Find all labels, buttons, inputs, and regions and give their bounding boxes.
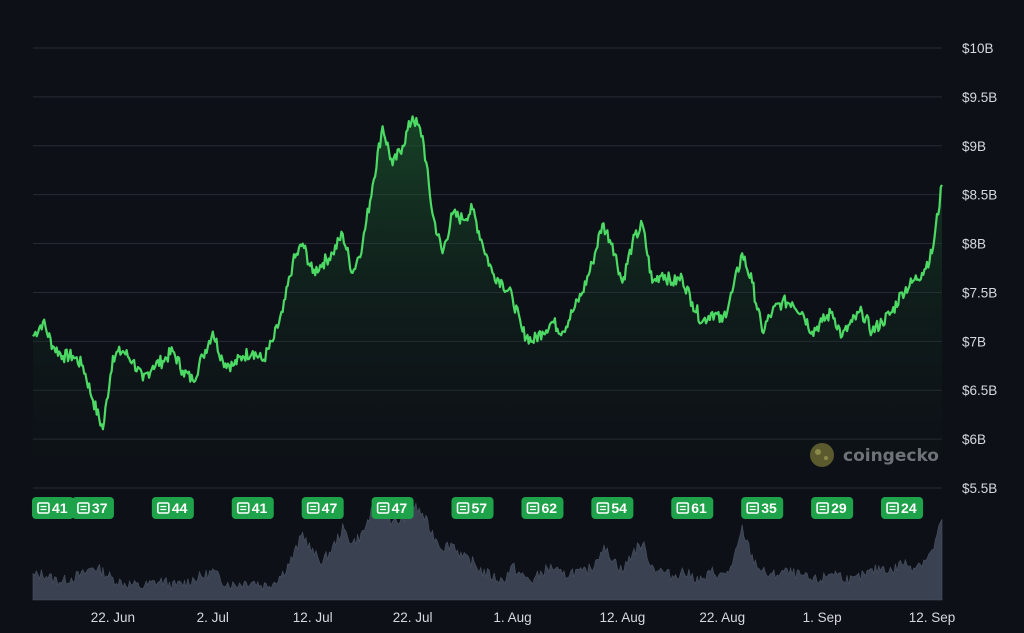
news-badge-count: 57 <box>472 500 488 516</box>
news-badge[interactable]: 62 <box>521 497 564 519</box>
coingecko-logo-icon <box>810 443 834 467</box>
y-tick-label: $5.5B <box>962 481 997 496</box>
news-badge-count: 41 <box>52 500 68 516</box>
newspaper-icon <box>37 502 50 514</box>
news-badge[interactable]: 35 <box>741 497 784 519</box>
newspaper-icon <box>157 502 170 514</box>
price-line <box>32 115 943 431</box>
news-badge[interactable]: 24 <box>881 497 924 519</box>
y-tick-label: $7B <box>962 334 986 349</box>
y-tick-label: $7.5B <box>962 285 997 300</box>
news-badge[interactable]: 41 <box>31 497 74 519</box>
news-badge-count: 29 <box>831 500 847 516</box>
news-badge[interactable]: 29 <box>811 497 854 519</box>
newspaper-icon <box>77 502 90 514</box>
news-badge-count: 62 <box>541 500 557 516</box>
newspaper-icon <box>236 502 250 514</box>
y-tick-label: $9B <box>962 139 986 154</box>
watermark-text: coingecko <box>843 446 939 466</box>
price-area-fill <box>33 116 942 489</box>
y-tick-label: $6.5B <box>962 383 997 398</box>
x-tick-label: 12. Jul <box>293 610 333 625</box>
price-area <box>33 116 942 489</box>
newspaper-icon <box>526 502 540 514</box>
news-badge[interactable]: 57 <box>451 497 494 519</box>
news-badge[interactable]: 54 <box>591 497 634 519</box>
newspaper-icon <box>596 502 610 514</box>
news-badge[interactable]: 47 <box>371 497 414 519</box>
newspaper-icon <box>816 502 829 514</box>
newspaper-icon <box>376 502 390 514</box>
news-badge[interactable]: 61 <box>671 497 714 519</box>
newspaper-icon <box>676 502 690 514</box>
news-badge[interactable]: 44 <box>151 497 194 519</box>
x-tick-label: 22. Jul <box>393 610 433 625</box>
x-tick-label: 1. Aug <box>493 610 531 625</box>
newspaper-icon <box>886 502 899 514</box>
news-badge-count: 54 <box>611 500 627 516</box>
y-tick-label: $6B <box>962 432 986 447</box>
x-tick-label: 22. Aug <box>699 610 745 625</box>
news-badge-count: 37 <box>92 500 108 516</box>
watermark: coingecko <box>810 443 939 467</box>
volume-series <box>32 499 943 601</box>
news-badge-count: 47 <box>322 500 338 516</box>
x-tick-label: 1. Sep <box>803 610 842 625</box>
news-badge[interactable]: 37 <box>71 497 114 519</box>
y-tick-label: $8.5B <box>962 188 997 203</box>
newspaper-icon <box>746 502 759 514</box>
news-badge[interactable]: 41 <box>231 497 274 519</box>
news-badge-count: 41 <box>252 500 268 516</box>
news-badges: 41 37 44 41 47 47 57 62 54 61 35 29 24 <box>31 497 924 519</box>
volume-area <box>32 499 943 601</box>
news-badge-count: 61 <box>691 500 707 516</box>
news-badge-count: 35 <box>761 500 777 516</box>
news-badge-count: 47 <box>392 500 408 516</box>
news-badge[interactable]: 47 <box>301 497 344 519</box>
y-axis: $10B $9.5B $9B $8.5B $8B $7.5B $7B $6.5B $6B $5.5… <box>962 41 997 496</box>
x-tick-label: 12. Sep <box>909 610 956 625</box>
y-tick-label: $8B <box>962 237 986 252</box>
x-tick-label: 22. Jun <box>91 610 135 625</box>
x-tick-label: 12. Aug <box>599 610 645 625</box>
news-badge-count: 44 <box>172 500 188 516</box>
price-line-series <box>32 115 943 431</box>
newspaper-icon <box>456 502 470 514</box>
newspaper-icon <box>306 502 320 514</box>
x-tick-label: 2. Jul <box>197 610 229 625</box>
y-tick-label: $9.5B <box>962 90 997 105</box>
news-badge-count: 24 <box>901 500 917 516</box>
y-tick-label: $10B <box>962 41 994 56</box>
x-axis: 22. Jun 2. Jul 12. Jul 22. Jul 1. Aug 12. Aug… <box>91 610 956 625</box>
